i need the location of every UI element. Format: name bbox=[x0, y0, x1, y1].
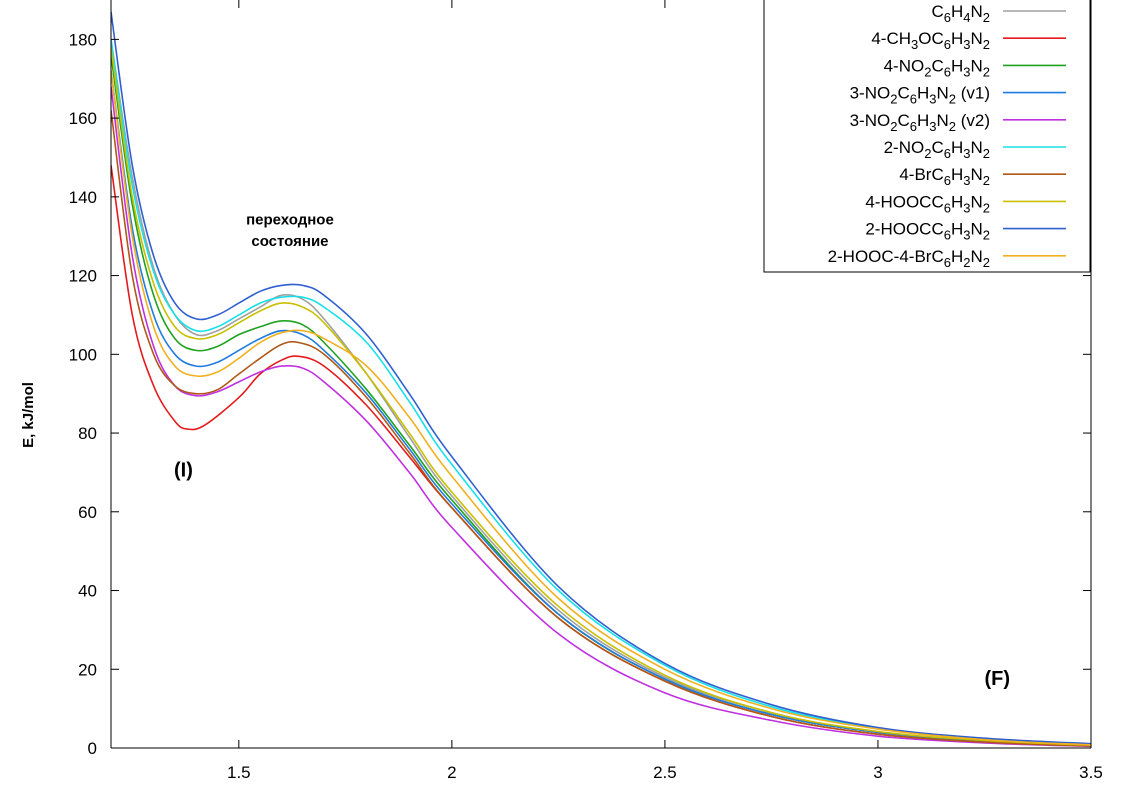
legend-label-5: 3-NO2​C6​H3​N2​ (v2) bbox=[850, 111, 990, 134]
x-tick-label-2: 2.5 bbox=[653, 763, 677, 782]
series-line-4 bbox=[111, 70, 1091, 747]
series-line-9 bbox=[111, 11, 1091, 745]
y-tick-label-7: 140 bbox=[69, 188, 97, 207]
y-tick-label-3: 60 bbox=[78, 503, 97, 522]
series-line-10 bbox=[111, 70, 1091, 746]
legend-label-1: C6​H4​N2​ bbox=[931, 2, 990, 25]
legend-label-9: 2-HOOCC6​H3​N2​ bbox=[865, 220, 990, 243]
y-tick-label-8: 160 bbox=[69, 109, 97, 128]
series-line-8 bbox=[111, 47, 1091, 746]
y-tick-label-5: 100 bbox=[69, 345, 97, 364]
x-tick-label-4: 3.5 bbox=[1079, 763, 1103, 782]
y-tick-label-9: 180 bbox=[69, 30, 97, 49]
annotation-4: (F) bbox=[984, 668, 1010, 690]
plot-area: переходное состояние (I) (F) bbox=[111, 11, 1091, 748]
legend-label-3: 4-NO2​C6​H3​N2​ bbox=[884, 56, 990, 79]
legend-label-4: 3-NO2​C6​H3​N2​ (v1) bbox=[850, 84, 990, 107]
x-tick-label-1: 2 bbox=[447, 763, 456, 782]
y-tick-label-1: 20 bbox=[78, 660, 97, 679]
x-tick-label-0: 1.5 bbox=[227, 763, 251, 782]
legend-label-2: 4-CH3​OC6​H3​N2​ bbox=[871, 29, 990, 52]
legend: C6​H4​N2​ 4-CH3​OC6​H3​N2​ 4-NO2​C6​H3​N2​… bbox=[763, 0, 1091, 273]
series-line-7 bbox=[111, 110, 1091, 747]
annotation-1: переходное bbox=[246, 211, 334, 228]
legend-label-6: 2-NO2​C6​H3​N2​ bbox=[884, 138, 990, 161]
axes: 1.5 2 2.5 3 3.5 0 20 40 60 80 100 120 140 160 180 bbox=[69, 0, 1103, 782]
y-axis-label: E, kJ/mol bbox=[20, 382, 37, 448]
annotation-3: (I) bbox=[174, 459, 193, 481]
y-tick-label-6: 120 bbox=[69, 267, 97, 286]
y-tick-label-4: 80 bbox=[78, 424, 97, 443]
legend-label-7: 4-BrC6​H3​N2​ bbox=[899, 165, 990, 188]
x-tick-label-3: 3 bbox=[873, 763, 882, 782]
series-line-6 bbox=[111, 39, 1091, 745]
y-tick-label-2: 40 bbox=[78, 582, 97, 601]
legend-box bbox=[763, 0, 1091, 273]
legend-label-8: 4-HOOCC6​H3​N2​ bbox=[865, 192, 990, 215]
y-tick-label-0: 0 bbox=[88, 739, 97, 758]
legend-label-10: 2-HOOC-4-BrC6​H2​N2​ bbox=[828, 247, 990, 270]
annotation-2: состояние bbox=[251, 233, 328, 250]
